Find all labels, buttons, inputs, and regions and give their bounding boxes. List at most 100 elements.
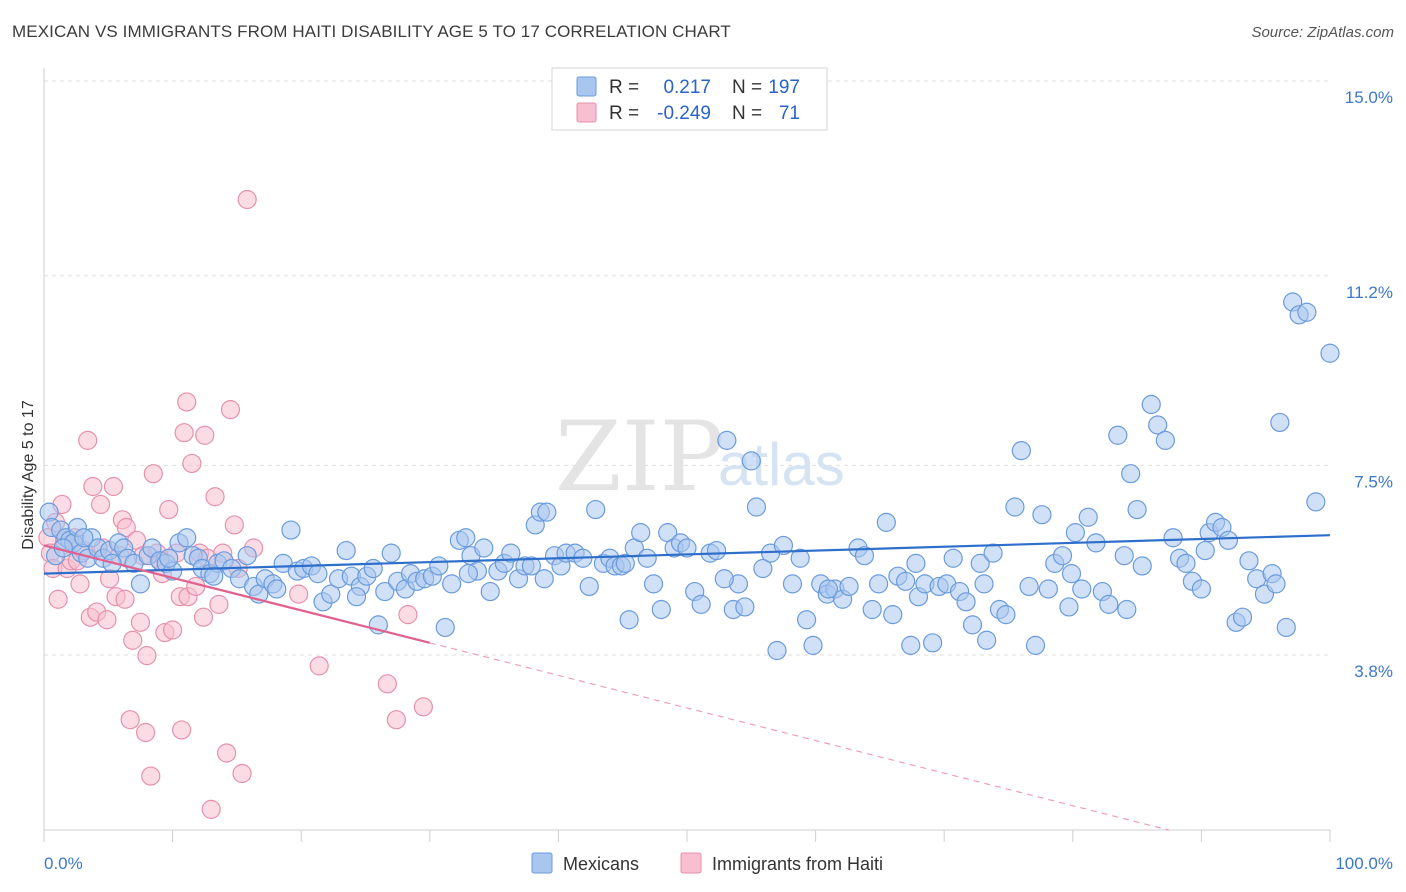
legend-r-label: R = (609, 103, 639, 124)
haiti-point (182, 453, 202, 474)
mexicans-point (1072, 579, 1092, 599)
y-tick-labels: 3.8% 7.5% 11.2% 15.0% (1345, 88, 1393, 681)
mexicans-point (363, 558, 383, 579)
mexicans-point (1191, 579, 1212, 599)
mexicans-point (267, 579, 287, 599)
mexicans-point (1078, 507, 1098, 527)
legend-r-value: -0.249 (657, 103, 711, 124)
mexicans-point (336, 540, 356, 561)
y-tick-label: 3.8% (1354, 662, 1393, 681)
mexicans-point (869, 574, 889, 594)
mexicans-point (1276, 617, 1296, 638)
haiti-point (237, 189, 257, 210)
mexicans-point (1320, 343, 1340, 363)
mexicans-point (977, 630, 997, 650)
legend-r-value: 0.217 (663, 77, 711, 98)
mexicans-point (1155, 430, 1175, 450)
haiti-point (159, 499, 179, 520)
mexicans-point (1052, 546, 1073, 566)
mexicans-point (637, 548, 657, 568)
mexicans-point (631, 523, 651, 543)
mexicans-point (741, 451, 761, 471)
haiti-point (377, 674, 397, 694)
mexicans-point (796, 610, 817, 630)
mexicans-point (1266, 574, 1286, 594)
mexicans-point (1218, 530, 1239, 550)
legend-n-label: N = (732, 103, 762, 124)
mexicans-point (974, 574, 994, 594)
mexicans-point (1005, 497, 1025, 517)
mexicans-point (767, 640, 787, 661)
mexicans-point (962, 615, 983, 635)
series-mexicans-points (39, 292, 1340, 661)
mexicans-point (1019, 576, 1039, 597)
haiti-point (83, 476, 103, 497)
mexicans-point (130, 574, 151, 594)
mexicans-point (1163, 528, 1183, 548)
haiti-point (209, 594, 229, 614)
haiti-point (172, 720, 192, 740)
legend-r-label: R = (609, 77, 639, 98)
mexicans-point (281, 520, 301, 540)
haiti-point (123, 630, 143, 650)
haiti-point (195, 425, 215, 445)
chart-source: Source: ZipAtlas.com (1251, 24, 1394, 41)
haiti-point (90, 494, 111, 515)
mexicans-point (1141, 394, 1161, 415)
mexicans-point (442, 574, 462, 594)
x-tick-label: 100.0% (1335, 854, 1393, 873)
mexicans-point (204, 566, 224, 586)
legend-bottom-swatch-mexicans (531, 852, 553, 874)
mexicans-point (456, 528, 476, 548)
mexicans-point (677, 538, 697, 558)
mexicans-point (1117, 599, 1137, 620)
mexicans-point (746, 497, 767, 517)
mexicans-point (1121, 464, 1141, 484)
legend-n-value: 71 (779, 103, 800, 124)
haiti-point (220, 400, 241, 420)
mexicans-point (1239, 551, 1259, 571)
mexicans-point (773, 535, 794, 556)
watermark: ZIP atlas (555, 401, 845, 513)
mexicans-point (1032, 505, 1052, 525)
haiti-point (70, 574, 90, 594)
mexicans-point (1025, 635, 1046, 655)
haiti-point (398, 605, 418, 625)
mexicans-point (375, 581, 395, 602)
mexicans-point (458, 564, 478, 584)
mexicans-point (714, 569, 734, 589)
mexicans-point (1176, 553, 1196, 573)
mexicans-point (1270, 412, 1290, 433)
haiti-point (115, 589, 135, 609)
trend-line-haiti-extension (429, 642, 1169, 831)
mexicans-point (803, 635, 823, 655)
haiti-point (163, 620, 183, 640)
haiti-point (193, 607, 214, 627)
haiti-point (413, 697, 433, 717)
y-tick-label: 15.0% (1345, 88, 1393, 107)
mexicans-point (159, 548, 179, 568)
haiti-point (143, 464, 163, 484)
haiti-point (289, 584, 309, 604)
haiti-point (120, 710, 140, 730)
mexicans-point (996, 605, 1016, 625)
trend-lines (43, 534, 1331, 831)
mexicans-point (1108, 425, 1128, 445)
mexicans-point (876, 512, 896, 532)
mexicans-point (521, 556, 541, 576)
legend-n-label: N = (732, 77, 762, 98)
y-axis-label: Disability Age 5 to 17 (20, 400, 37, 550)
mexicans-point (782, 574, 803, 594)
haiti-point (48, 589, 68, 609)
mexicans-point (943, 548, 963, 568)
mexicans-point (480, 581, 500, 602)
mexicans-point (839, 576, 859, 597)
legend-bottom: Mexicans Immigrants from Haiti (531, 852, 883, 874)
legend-top: R = 0.217 N = 197 R = -0.249 N = 71 (551, 67, 828, 131)
mexicans-point (1038, 579, 1058, 599)
watermark-zip: ZIP (555, 401, 724, 513)
mexicans-point (381, 543, 401, 563)
mexicans-point (883, 605, 903, 625)
mexicans-point (735, 597, 755, 617)
